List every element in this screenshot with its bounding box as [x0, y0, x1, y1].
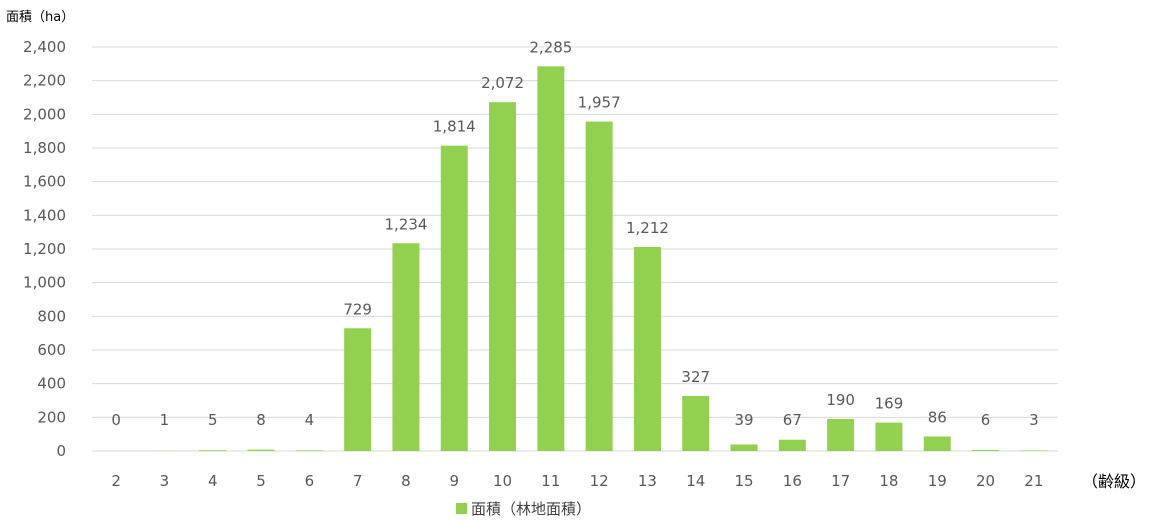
bar	[1020, 450, 1048, 451]
bar	[972, 449, 1000, 451]
y-tick-label: 2,400	[23, 38, 66, 56]
bar	[295, 450, 323, 451]
data-label: 1	[160, 411, 170, 429]
x-tick-label: 21	[1024, 472, 1043, 490]
y-tick-label: 0	[56, 442, 66, 460]
data-label: 327	[681, 368, 710, 386]
legend: 面積（林地面積）	[456, 498, 591, 519]
bar	[585, 121, 613, 452]
data-label: 1,814	[433, 118, 476, 136]
bar	[489, 102, 517, 452]
y-tick-label: 1,400	[23, 206, 66, 224]
data-label: 1,234	[384, 215, 427, 233]
bar	[199, 450, 227, 451]
data-label: 4	[305, 411, 315, 429]
x-tick-label: 3	[160, 472, 170, 490]
y-tick-label: 1,800	[23, 139, 66, 157]
data-label: 1,212	[626, 219, 669, 237]
x-tick-label: 4	[208, 472, 218, 490]
x-tick-label: 15	[735, 472, 754, 490]
data-label: 169	[875, 395, 904, 413]
x-axis-unit-label: （齢級）	[1082, 472, 1147, 491]
y-tick-label: 2,000	[23, 105, 66, 123]
data-label: 2,285	[529, 38, 572, 56]
x-tick-label: 11	[541, 472, 560, 490]
bar	[682, 395, 710, 451]
y-tick-label: 200	[37, 408, 66, 426]
bar	[440, 145, 468, 452]
bar	[827, 419, 855, 451]
data-label: 729	[343, 300, 372, 318]
data-label: 0	[111, 411, 121, 429]
data-label: 2,072	[481, 74, 524, 92]
x-tick-label: 19	[928, 472, 947, 490]
bar	[875, 422, 903, 451]
data-label: 8	[256, 411, 266, 429]
x-tick-label: 13	[638, 472, 657, 490]
y-tick-label: 1,200	[23, 240, 66, 258]
legend-label: 面積（林地面積）	[471, 500, 592, 518]
bar	[392, 243, 420, 451]
bar	[778, 439, 806, 451]
x-tick-label: 10	[493, 472, 512, 490]
bar	[537, 66, 565, 451]
x-tick-label: 18	[879, 472, 898, 490]
y-tick-label: 1,600	[23, 173, 66, 191]
data-label: 3	[1029, 411, 1039, 429]
y-axis-unit-label: 面積（ha）	[6, 10, 75, 25]
data-label: 6	[981, 411, 991, 429]
data-label: 5	[208, 411, 218, 429]
x-tick-label: 16	[783, 472, 802, 490]
y-tick-label: 800	[37, 307, 66, 325]
bar	[247, 449, 275, 451]
bar	[633, 246, 661, 451]
x-tick-label: 7	[353, 472, 363, 490]
data-label: 67	[783, 411, 802, 429]
x-tick-label: 5	[256, 472, 266, 490]
x-tick-label: 12	[590, 472, 609, 490]
data-label: 86	[928, 409, 947, 427]
x-tick-label: 14	[686, 472, 705, 490]
x-tick-label: 6	[305, 472, 315, 490]
data-label: 190	[826, 391, 855, 409]
bar	[923, 436, 951, 451]
y-tick-label: 2,200	[23, 72, 66, 90]
x-tick-label: 20	[976, 472, 995, 490]
y-tick-label: 400	[37, 375, 66, 393]
bar	[344, 328, 372, 451]
legend-swatch	[456, 503, 467, 514]
y-tick-label: 600	[37, 341, 66, 359]
x-tick-label: 17	[831, 472, 850, 490]
x-tick-label: 9	[449, 472, 459, 490]
data-label: 1,957	[578, 94, 621, 112]
data-label: 39	[735, 411, 754, 429]
x-tick-label: 2	[111, 472, 121, 490]
bar	[730, 444, 758, 451]
x-tick-label: 8	[401, 472, 411, 490]
y-tick-label: 1,000	[23, 274, 66, 292]
